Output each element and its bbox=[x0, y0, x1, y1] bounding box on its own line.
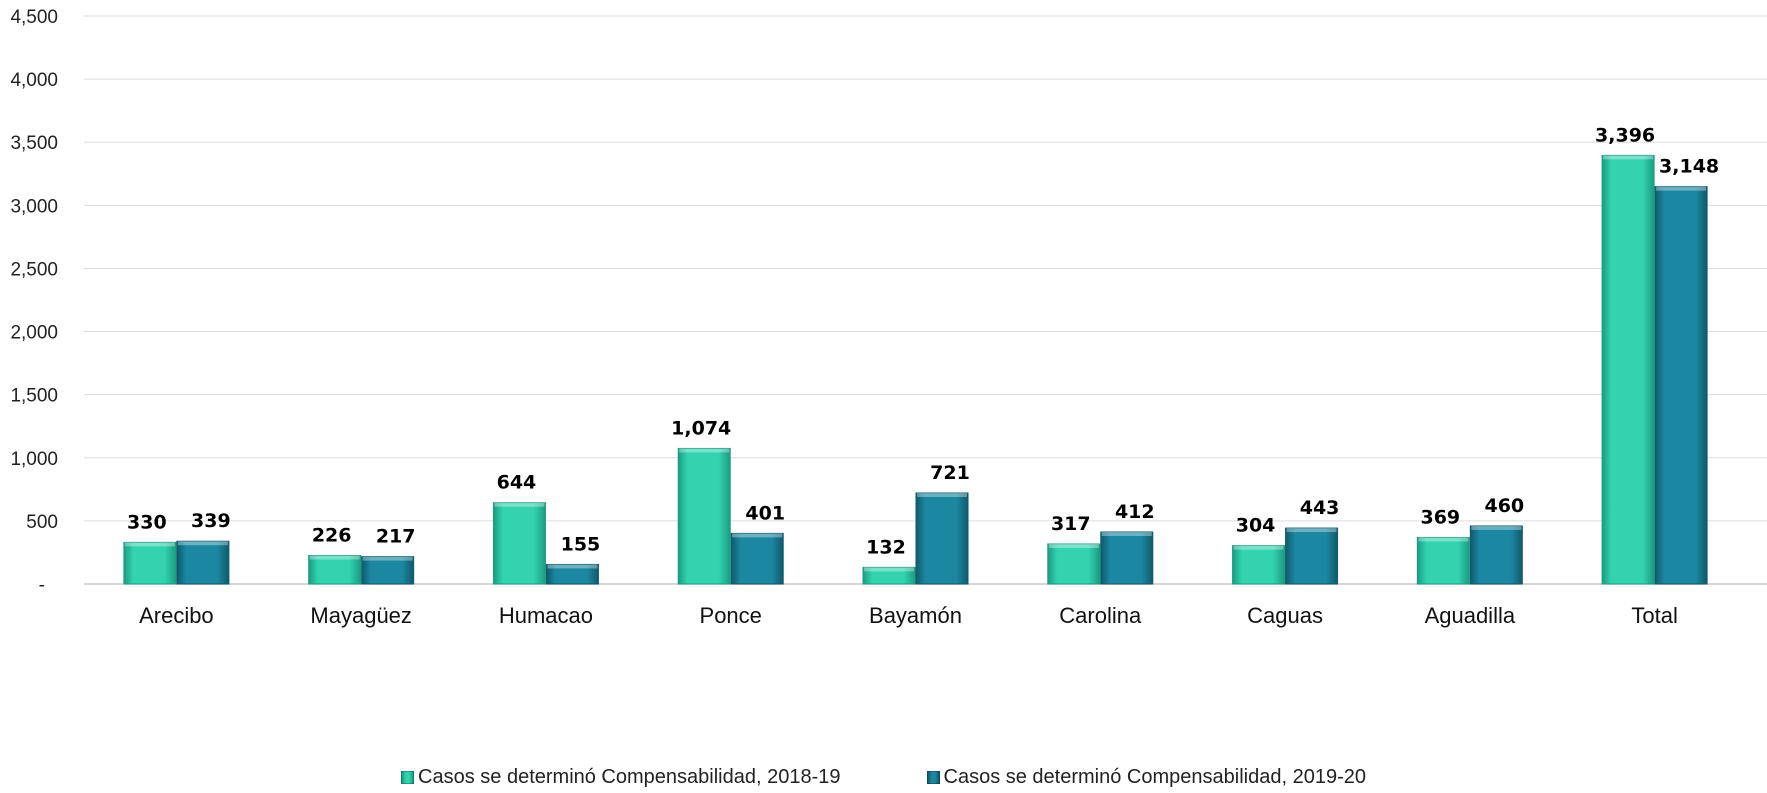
data-label: 317 bbox=[1051, 513, 1091, 535]
bar-bayamón-series1 bbox=[862, 566, 916, 585]
data-label: 330 bbox=[127, 511, 167, 533]
bar-highlight bbox=[309, 555, 360, 560]
data-label: 721 bbox=[930, 462, 970, 484]
legend-swatch-2018-19 bbox=[401, 771, 415, 784]
bar-chart: - 500 1,000 1,500 2,000 2,500 3,000 3,500 4,000 4… bbox=[10, 7, 1767, 628]
y-tick-label: 4,500 bbox=[10, 7, 58, 28]
data-label: 3,148 bbox=[1659, 156, 1719, 178]
bar-humacao-series1 bbox=[492, 502, 546, 585]
y-tick-label: 2,000 bbox=[10, 323, 58, 344]
y-tick-label: 1,500 bbox=[10, 386, 58, 407]
bar-bayamón-series2 bbox=[915, 492, 969, 585]
bar-highlight bbox=[1656, 186, 1707, 191]
x-category-label: Bayamón bbox=[869, 603, 962, 628]
y-tick-label: - bbox=[39, 575, 45, 596]
y-tick-label: 4,000 bbox=[10, 70, 58, 91]
bar-highlight bbox=[1471, 525, 1522, 530]
data-label: 412 bbox=[1115, 501, 1155, 523]
bar-mayagüez-series1 bbox=[308, 554, 362, 585]
bar-total-series1 bbox=[1601, 154, 1655, 585]
bar-highlight bbox=[124, 542, 175, 547]
x-category-label: Ponce bbox=[700, 603, 762, 628]
bar-highlight bbox=[679, 448, 730, 453]
x-category-label: Carolina bbox=[1059, 603, 1142, 628]
bar-highlight bbox=[494, 502, 545, 507]
bar-arecibo-series2 bbox=[176, 540, 230, 585]
bar-aguadilla-series1 bbox=[1416, 536, 1470, 585]
bar-ponce-series1 bbox=[677, 447, 731, 585]
bar-caguas-series2 bbox=[1285, 527, 1339, 585]
bar-carolina-series2 bbox=[1100, 531, 1154, 585]
y-tick-label: 1,000 bbox=[10, 449, 58, 470]
legend-item-2018-19: Casos se determinó Compensabilidad, 2018… bbox=[401, 766, 841, 789]
bar-highlight bbox=[177, 541, 228, 546]
x-category-label: Total bbox=[1631, 603, 1677, 628]
data-label: 369 bbox=[1420, 506, 1460, 528]
bar-highlight bbox=[547, 564, 598, 569]
bar-ponce-series2 bbox=[730, 532, 784, 585]
bar-highlight bbox=[917, 492, 967, 497]
bar-carolina-series1 bbox=[1047, 543, 1101, 585]
y-tick-label: 500 bbox=[26, 512, 58, 533]
data-label: 1,074 bbox=[671, 417, 731, 439]
data-label: 644 bbox=[497, 472, 537, 494]
bar-highlight bbox=[1418, 537, 1469, 542]
bar-total-series2 bbox=[1654, 186, 1708, 585]
data-label: 460 bbox=[1484, 495, 1524, 517]
x-category-label: Mayagüez bbox=[310, 603, 412, 628]
data-label: 443 bbox=[1300, 497, 1340, 519]
legend-swatch-2019-20 bbox=[926, 771, 940, 784]
bar-highlight bbox=[1101, 531, 1152, 536]
legend-label-2018-19: Casos se determinó Compensabilidad, 2018… bbox=[418, 766, 841, 788]
data-label: 226 bbox=[312, 524, 352, 546]
bar-highlight bbox=[362, 556, 413, 561]
data-label: 155 bbox=[561, 533, 601, 555]
data-label: 304 bbox=[1236, 515, 1276, 537]
y-tick-label: 3,000 bbox=[10, 196, 58, 217]
legend-label-2019-20: Casos se determinó Compensabilidad, 2019… bbox=[943, 766, 1366, 788]
data-label: 217 bbox=[376, 526, 416, 548]
bar-highlight bbox=[1286, 528, 1337, 533]
legend: Casos se determinó Compensabilidad, 2018… bbox=[0, 766, 1767, 789]
data-label: 132 bbox=[866, 536, 906, 558]
bar-highlight bbox=[1233, 545, 1284, 550]
bar-aguadilla-series2 bbox=[1469, 525, 1523, 585]
bar-highlight bbox=[864, 567, 914, 572]
data-label: 339 bbox=[191, 510, 231, 532]
bar-arecibo-series1 bbox=[123, 541, 177, 585]
y-tick-label: 3,500 bbox=[10, 133, 58, 154]
bar-caguas-series1 bbox=[1232, 545, 1286, 585]
x-category-label: Caguas bbox=[1247, 603, 1323, 628]
bar-highlight bbox=[732, 533, 783, 538]
data-label: 401 bbox=[745, 502, 785, 524]
x-category-label: Aguadilla bbox=[1425, 603, 1516, 628]
y-tick-label: 2,500 bbox=[10, 259, 58, 280]
bar-humacao-series2 bbox=[545, 563, 599, 585]
x-category-label: Humacao bbox=[499, 603, 593, 628]
legend-item-2019-20: Casos se determinó Compensabilidad, 2019… bbox=[926, 766, 1366, 789]
bar-highlight bbox=[1603, 155, 1654, 160]
bar-highlight bbox=[1048, 543, 1099, 548]
data-label: 3,396 bbox=[1595, 124, 1655, 146]
x-category-label: Arecibo bbox=[139, 603, 214, 628]
bar-mayagüez-series2 bbox=[361, 556, 415, 585]
